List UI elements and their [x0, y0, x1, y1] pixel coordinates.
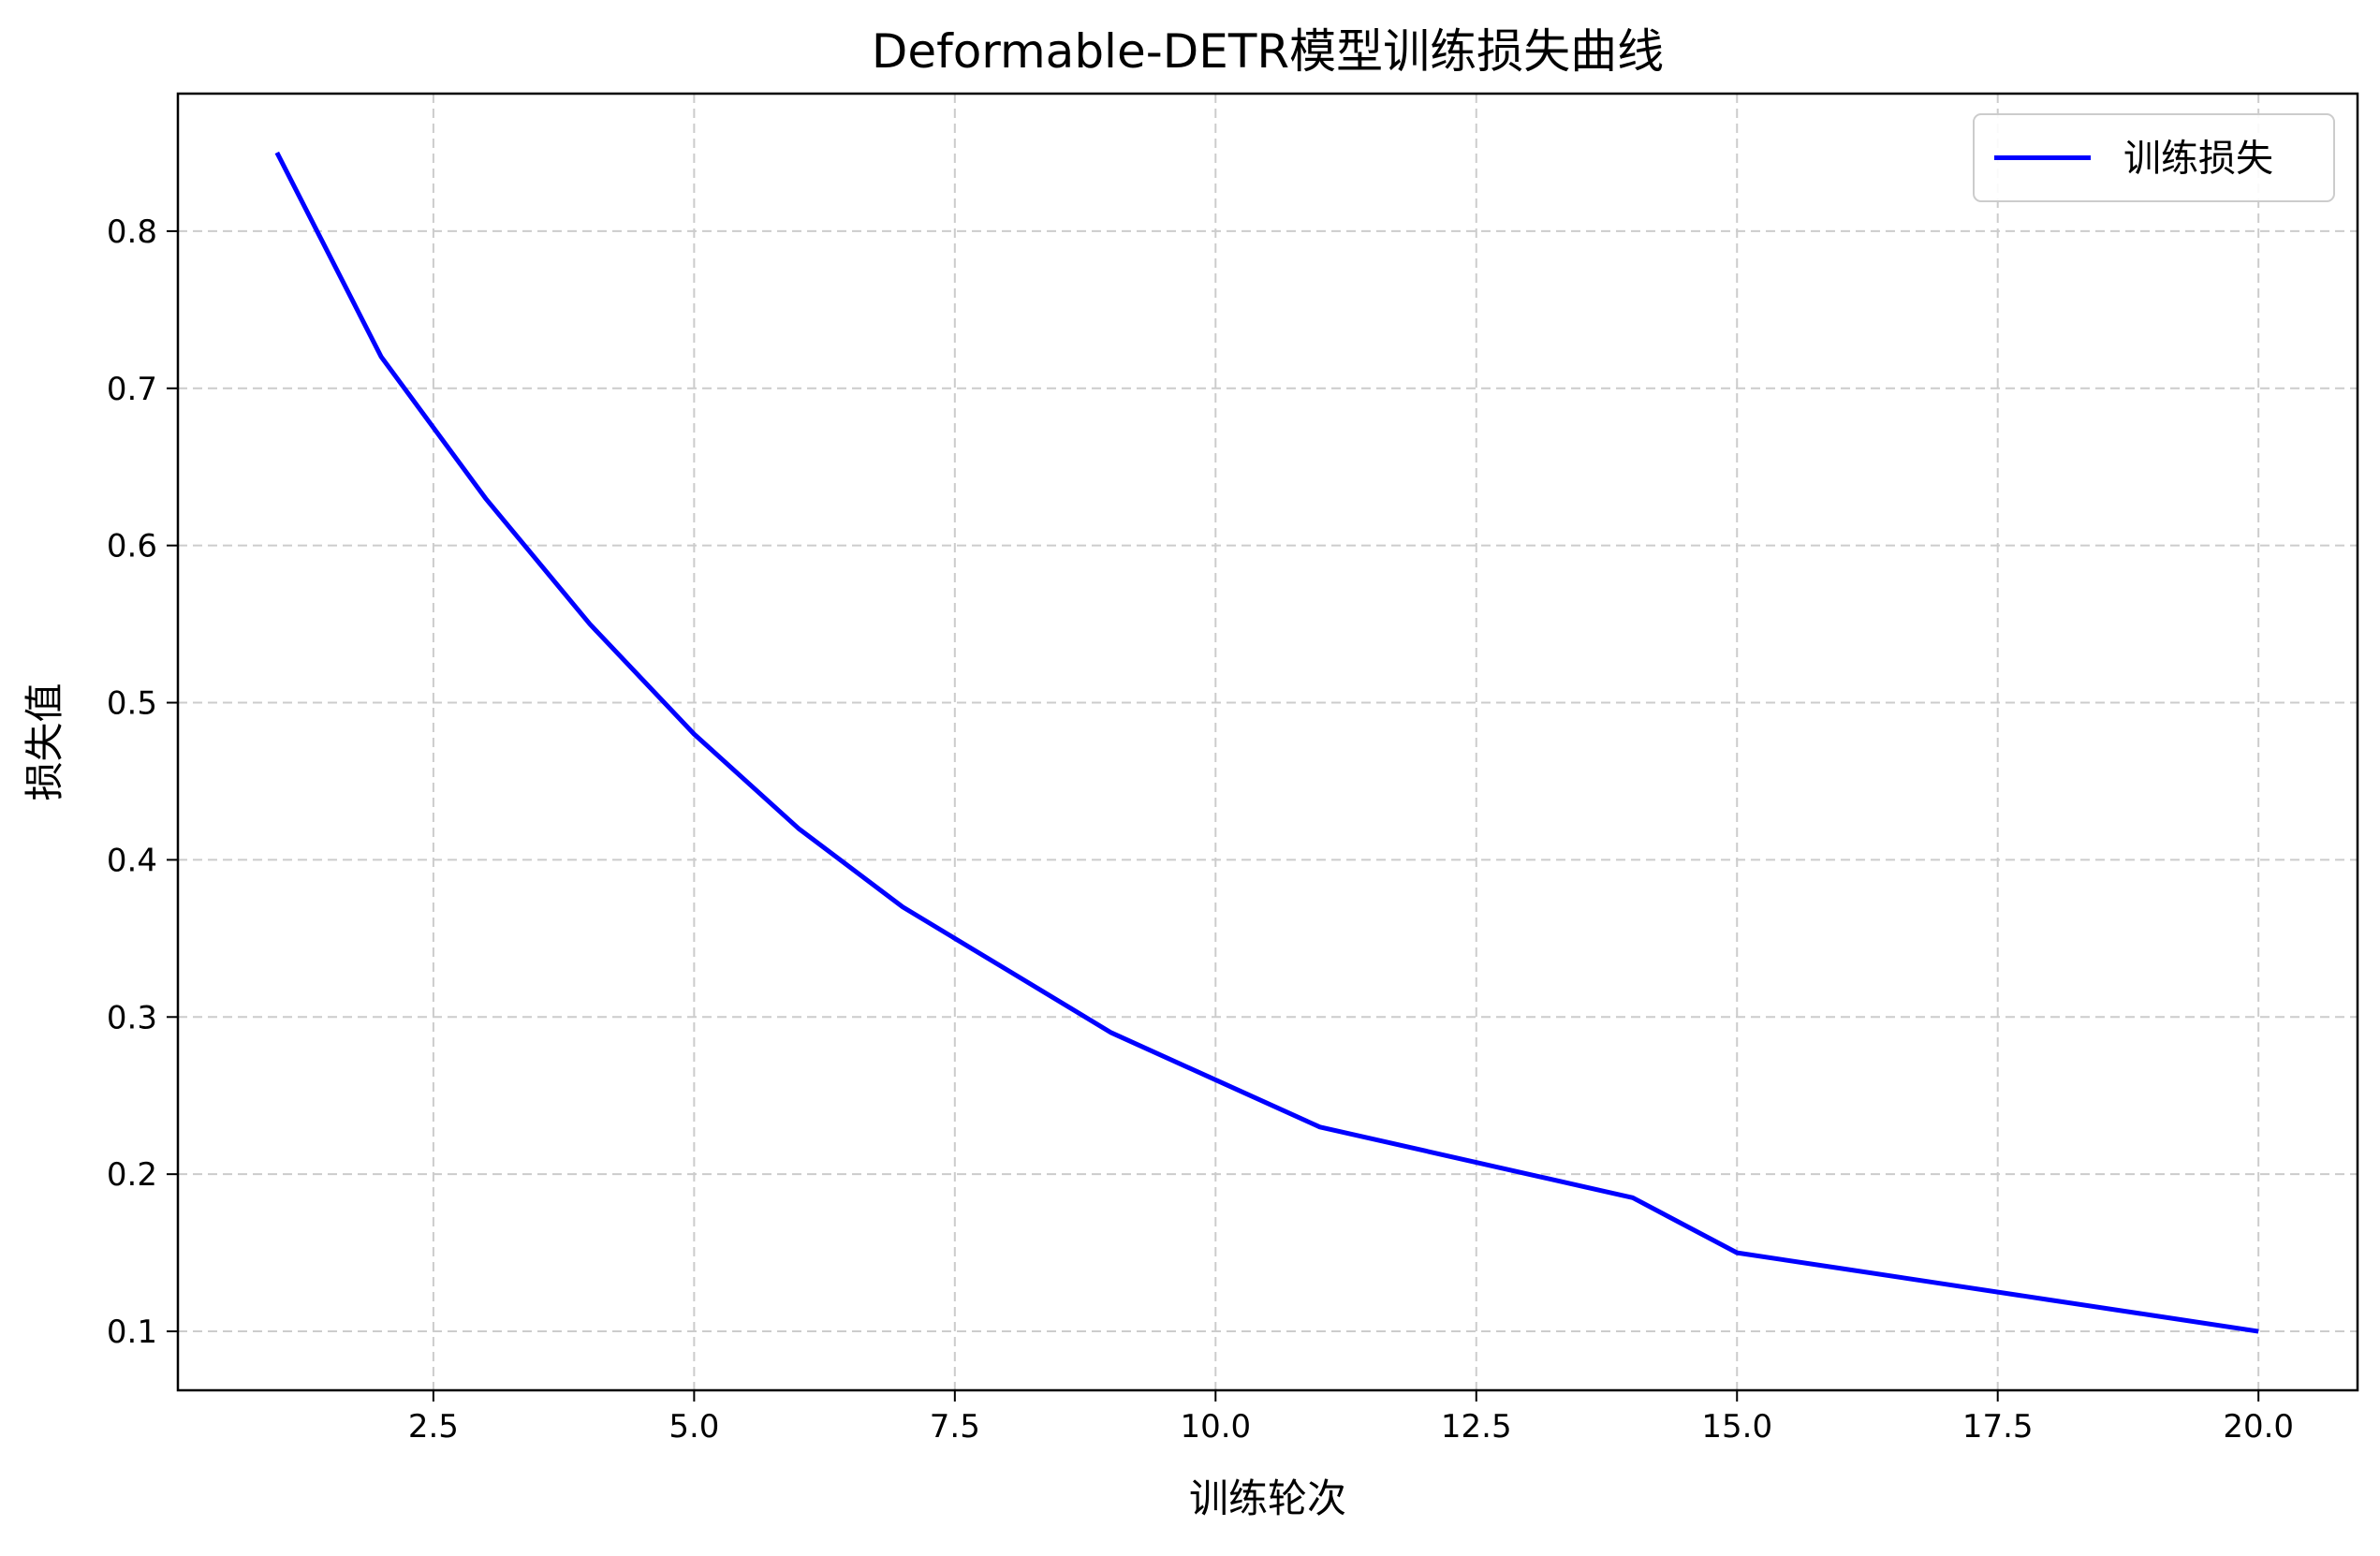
x-tick-label: 15.0 — [1701, 1408, 1772, 1446]
legend-label: 训练损失 — [2123, 138, 2273, 181]
y-tick-label: 0.4 — [107, 842, 157, 879]
tick-layer: 2.5 5.0 7.5 10.0 12.5 15.0 17.5 20.0 0.1 0.2 0.3 0.… — [107, 213, 2294, 1446]
legend-box — [1973, 113, 2335, 202]
y-tick-label: 0.5 — [107, 685, 157, 723]
y-tick-label: 0.8 — [107, 213, 157, 251]
x-tick-label: 12.5 — [1441, 1408, 1512, 1446]
grid-layer — [178, 94, 2358, 1390]
series-layer — [274, 151, 2259, 1334]
x-tick-label: 17.5 — [1962, 1408, 2034, 1446]
y-tick-label: 0.3 — [107, 999, 157, 1036]
series-line-training-loss — [274, 151, 2259, 1334]
x-tick-label: 2.5 — [408, 1408, 459, 1446]
y-tick-label: 0.7 — [107, 371, 157, 408]
y-tick-label: 0.1 — [107, 1314, 157, 1351]
y-tick-label: 0.6 — [107, 528, 157, 565]
x-tick-label: 5.0 — [668, 1408, 719, 1446]
plot-frame — [176, 92, 2359, 1392]
legend: 训练损失 — [1973, 113, 2335, 202]
x-axis-title: 训练轮次 — [1189, 1475, 1346, 1521]
x-tick-label: 20.0 — [2223, 1408, 2294, 1446]
x-tick-label: 10.0 — [1180, 1408, 1251, 1446]
y-axis-title: 损失值 — [22, 683, 67, 800]
chart-title: Deformable-DETR模型训练损失曲线 — [872, 24, 1664, 79]
y-tick-label: 0.2 — [107, 1156, 157, 1194]
x-tick-label: 7.5 — [930, 1408, 980, 1446]
